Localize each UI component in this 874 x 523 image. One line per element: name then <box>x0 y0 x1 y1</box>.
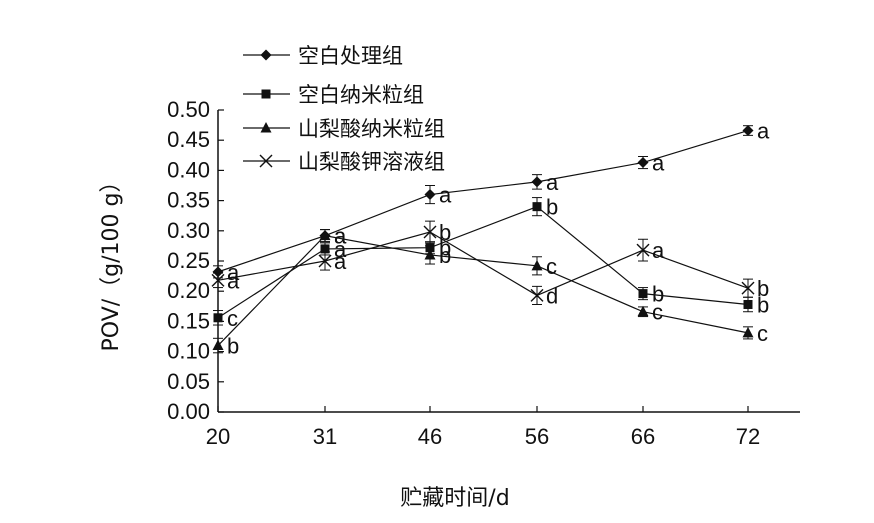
data-point-triangle <box>260 122 272 133</box>
data-point-diamond <box>531 176 543 188</box>
data-point-diamond <box>742 125 754 137</box>
significance-label: c <box>227 306 238 331</box>
data-point-triangle <box>424 248 436 260</box>
significance-label: a <box>652 151 665 176</box>
significance-label: c <box>546 254 557 279</box>
significance-label: a <box>757 119 770 144</box>
significance-label: a <box>334 224 347 249</box>
significance-label: b <box>439 243 451 268</box>
significance-label: b <box>652 282 664 307</box>
data-point-square <box>743 299 753 309</box>
significance-label: a <box>334 224 347 249</box>
legend-label: 山梨酸纳米粒组 <box>298 117 445 141</box>
series-line <box>217 231 749 297</box>
data-point-square <box>261 89 271 99</box>
x-tick-label: 66 <box>631 424 655 449</box>
x-tick-label: 72 <box>736 424 760 449</box>
data-point-cross <box>741 281 755 295</box>
data-point-triangle <box>531 259 543 271</box>
cross-stroke <box>741 281 755 295</box>
cross-stroke <box>318 254 332 268</box>
significance-label: b <box>546 195 558 220</box>
legend-label: 山梨酸钾溶液组 <box>298 150 445 174</box>
cross-stroke <box>530 288 544 302</box>
y-tick-label: 0.25 <box>167 248 210 273</box>
significance-label: b <box>757 276 769 301</box>
y-tick-label: 0.10 <box>167 339 210 364</box>
data-point-diamond <box>212 266 224 278</box>
data-point-square <box>532 202 542 212</box>
significance-label: a <box>652 238 665 263</box>
x-tick-label: 20 <box>206 424 230 449</box>
y-tick-label: 0.00 <box>167 399 210 424</box>
data-point-cross <box>318 254 332 268</box>
data-point-square <box>638 289 648 299</box>
legend-label: 空白处理组 <box>298 44 403 68</box>
data-point-cross <box>530 288 544 302</box>
data-point-square <box>213 313 223 323</box>
data-point-diamond <box>637 157 649 169</box>
data-point-diamond <box>260 49 272 61</box>
x-axis-title: 贮藏时间/d <box>400 486 509 511</box>
significance-label: a <box>439 183 452 208</box>
axes: 0.00 0.05 0.10 0.15 0.20 0.25 0.30 0.35 0.40 0.45… <box>167 97 800 449</box>
data-point-triangle <box>637 305 649 317</box>
x-tick-label: 31 <box>313 424 337 449</box>
data-point-cross <box>211 273 225 287</box>
data-point-cross <box>259 154 273 168</box>
y-tick-label: 0.05 <box>167 369 210 394</box>
series-line <box>217 205 749 319</box>
significance-label: a <box>546 170 559 195</box>
x-tick-label: 46 <box>418 424 442 449</box>
series-line <box>217 234 749 346</box>
significance-label: a <box>334 249 347 274</box>
data-point-square <box>320 244 330 254</box>
series-3: bab ccc <box>212 224 768 359</box>
cross-stroke <box>211 273 225 287</box>
legend-label: 空白纳米粒组 <box>298 83 424 107</box>
significance-label: b <box>439 220 451 245</box>
y-tick-label: 0.15 <box>167 308 210 333</box>
y-tick-label: 0.45 <box>167 127 210 152</box>
series-line <box>217 129 749 273</box>
y-tick-label: 0.35 <box>167 188 210 213</box>
significance-label: d <box>546 283 558 308</box>
data-point-triangle <box>212 339 224 351</box>
cross-stroke <box>259 154 273 168</box>
y-tick-label: 0.50 <box>167 97 210 122</box>
cross-stroke <box>636 243 650 257</box>
significance-label: c <box>652 300 663 325</box>
y-tick-label: 0.40 <box>167 157 210 182</box>
significance-label: b <box>227 334 239 359</box>
y-axis-title: POV/（g/100 g） <box>99 171 124 352</box>
data-point-cross <box>636 243 650 257</box>
data-point-triangle <box>742 326 754 338</box>
significance-label: b <box>757 292 769 317</box>
cross-stroke <box>423 225 437 239</box>
data-point-triangle <box>319 229 331 241</box>
y-tick-label: 0.20 <box>167 278 210 303</box>
series-2: ca bbb b <box>213 195 769 331</box>
y-tick-label: 0.30 <box>167 218 210 243</box>
data-point-diamond <box>424 189 436 201</box>
significance-label: b <box>439 236 451 261</box>
significance-label: a <box>227 268 240 293</box>
significance-label: c <box>757 321 768 346</box>
x-tick-label: 56 <box>525 424 549 449</box>
data-point-cross <box>423 225 437 239</box>
